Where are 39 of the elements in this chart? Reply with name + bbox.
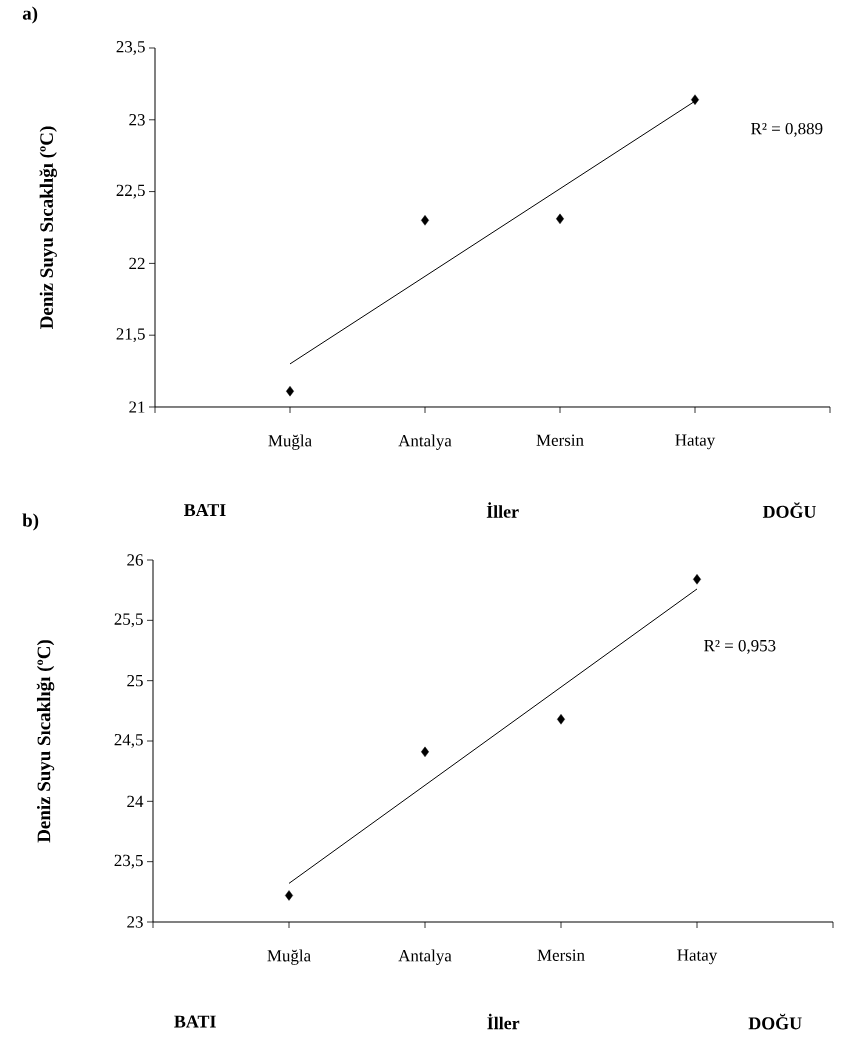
point (557, 714, 565, 725)
x-tick-label: Muğla (267, 949, 311, 965)
y-tick-label: 23 (127, 916, 143, 928)
y-tick-label: 24,5 (114, 734, 143, 748)
annotation: R² = 0,953 (704, 639, 776, 654)
y-tick-label: 24 (127, 795, 144, 807)
x-tick-label: Hatay (675, 434, 716, 450)
x-tick-label: Hatay (677, 949, 718, 965)
y-tick-label: 25,5 (114, 613, 143, 628)
annotation: R² = 0,889 (751, 122, 823, 137)
y-tick-label: 23,5 (114, 854, 143, 869)
x-tick-label: Mersin (537, 949, 585, 961)
y-tick-label: 21 (129, 401, 145, 413)
point (691, 94, 699, 105)
x-tick-label: Antalya (398, 949, 452, 965)
y-tick-label: 23,5 (116, 41, 145, 55)
y-tick-label: 25 (127, 674, 143, 687)
y-tick-label: 22 (129, 257, 145, 269)
text: BATI (174, 1015, 216, 1028)
point (286, 386, 294, 397)
text: BATI (183, 504, 226, 516)
x-axis-title: İller (487, 1013, 520, 1030)
chart-title: a) (22, 6, 38, 24)
text: DOĞU (748, 1013, 802, 1030)
y-axis-title: Deniz Suyu Sıcaklığı (ºC) (39, 126, 57, 329)
x-axis-title: İller (486, 502, 519, 518)
y-tick-label: 26 (127, 554, 143, 566)
y-tick-label: 23 (129, 114, 145, 126)
point (285, 890, 293, 901)
y-tick-label: 22,5 (116, 184, 145, 199)
chart-title: b) (22, 513, 39, 531)
x-tick-label: Muğla (268, 434, 312, 450)
y-tick-label: 21,5 (116, 328, 145, 343)
x-tick-label: Antalya (398, 434, 452, 450)
point (421, 215, 429, 226)
text: DOĞU (762, 502, 816, 518)
x-tick-label: Mersin (536, 434, 584, 446)
point (693, 574, 701, 585)
y-axis-title: Deniz Suyu Sıcaklığı (ºC) (36, 640, 55, 843)
